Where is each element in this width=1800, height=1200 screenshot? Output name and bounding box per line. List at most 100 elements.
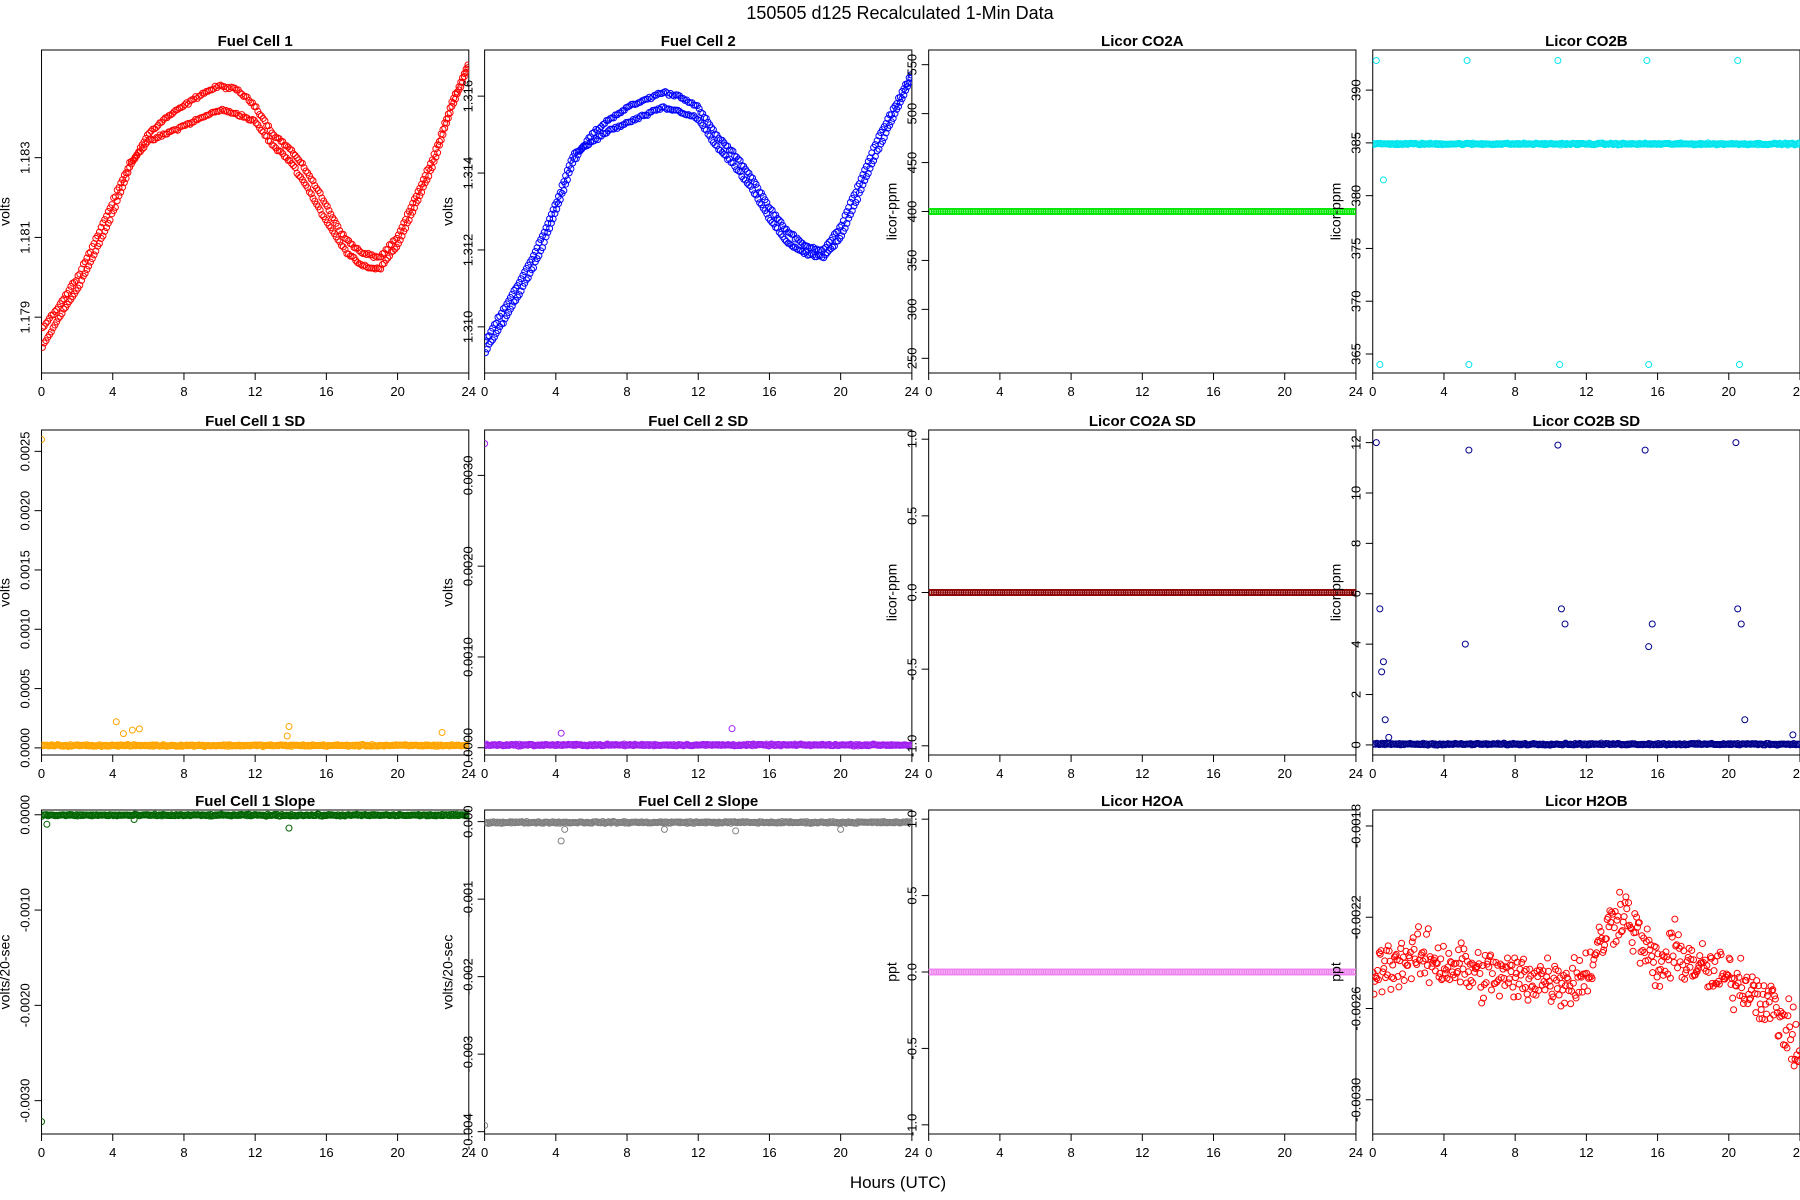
- data-point: [54, 314, 62, 322]
- data-point: [1568, 987, 1576, 995]
- data-point: [859, 181, 867, 189]
- data-point: [174, 105, 182, 113]
- x-tick-label: 12: [691, 766, 705, 781]
- data-point: [1512, 969, 1520, 977]
- data-point: [156, 131, 164, 139]
- x-tick-label: 12: [1135, 384, 1149, 399]
- data-point: [558, 181, 566, 189]
- data-point: [1522, 965, 1530, 973]
- data-point: [1520, 955, 1528, 963]
- data-point: [99, 219, 107, 227]
- data-point: [140, 144, 148, 152]
- data-point: [745, 169, 753, 177]
- data-point: [711, 141, 719, 149]
- data-point: [291, 152, 299, 160]
- data-point: [684, 111, 692, 119]
- data-point: [1409, 934, 1417, 942]
- data-point: [891, 110, 899, 118]
- x-tick-label: 20: [833, 766, 847, 781]
- data-point: [252, 103, 260, 111]
- y-tick-label: 0.0000: [18, 728, 33, 768]
- data-point: [1747, 994, 1755, 1002]
- y-tick-label: -0.0022: [1349, 895, 1364, 939]
- y-tick-label: 0.0015: [18, 550, 33, 590]
- data-point: [1751, 990, 1759, 998]
- data-point: [83, 265, 91, 273]
- data-point: [670, 92, 678, 100]
- data-point: [633, 100, 641, 108]
- data-point: [1523, 990, 1531, 998]
- data-point: [285, 723, 293, 731]
- data-point: [263, 132, 271, 140]
- data-point: [1547, 997, 1555, 1005]
- data-point: [1444, 963, 1452, 971]
- x-tick-label: 20: [390, 384, 404, 399]
- data-point: [1785, 995, 1793, 1003]
- plot-frame: [928, 429, 1357, 756]
- data-point: [528, 255, 536, 263]
- data-point: [1789, 1003, 1797, 1011]
- data-point: [462, 68, 469, 76]
- plot-frame: [1372, 49, 1800, 374]
- data-point: [1565, 987, 1573, 995]
- data-point: [1698, 940, 1706, 948]
- data-point: [816, 251, 824, 259]
- data-point: [716, 147, 724, 155]
- data-point: [1372, 990, 1378, 998]
- data-point: [435, 137, 443, 145]
- y-axis-label: licor-ppm: [1328, 564, 1344, 622]
- data-point: [309, 177, 317, 185]
- data-point: [733, 166, 741, 174]
- data-point: [430, 157, 438, 165]
- data-point: [1728, 974, 1736, 982]
- data-point: [1765, 998, 1773, 1006]
- data-point: [259, 114, 267, 122]
- data-point: [1792, 1020, 1800, 1028]
- x-tick-label: 16: [1650, 766, 1664, 781]
- data-point: [1488, 970, 1496, 978]
- data-point: [1544, 954, 1552, 962]
- data-point: [1425, 979, 1433, 987]
- data-point: [535, 252, 543, 260]
- y-tick-label: -0.002: [461, 958, 476, 995]
- y-tick-label: 1.0: [905, 810, 920, 828]
- data-point: [1755, 982, 1763, 990]
- data-point: [861, 177, 869, 185]
- data-point: [200, 89, 208, 97]
- data-point: [1648, 620, 1656, 628]
- data-point: [1754, 990, 1762, 998]
- panel-title: Fuel Cell 2 Slope: [638, 793, 758, 810]
- data-point: [747, 173, 755, 181]
- data-point: [1480, 981, 1488, 989]
- data-point: [1617, 900, 1625, 908]
- x-tick-label: 24: [1793, 384, 1800, 399]
- data-point: [766, 216, 774, 224]
- data-point: [610, 125, 618, 133]
- data-point: [1679, 961, 1687, 969]
- data-point: [106, 216, 114, 224]
- x-tick-label: 16: [319, 1145, 333, 1160]
- data-point: [1420, 948, 1428, 956]
- data-point: [1752, 1009, 1760, 1017]
- data-point: [904, 818, 912, 826]
- data-point: [1463, 57, 1471, 65]
- data-point: [756, 199, 764, 207]
- x-tick-label: 16: [762, 384, 776, 399]
- data-point: [147, 127, 155, 135]
- data-point: [928, 208, 933, 215]
- x-tick-label: 8: [1512, 1145, 1519, 1160]
- data-point: [786, 229, 794, 237]
- data-point: [268, 129, 276, 137]
- data-point: [135, 725, 143, 733]
- data-point: [1468, 959, 1476, 967]
- data-point: [1767, 982, 1775, 990]
- data-point: [83, 254, 91, 262]
- data-point: [1641, 949, 1649, 957]
- data-point: [441, 124, 449, 132]
- data-point: [549, 206, 557, 214]
- x-tick-label: 0: [481, 1145, 488, 1160]
- data-point: [900, 91, 908, 99]
- data-point: [1637, 948, 1645, 956]
- data-point: [412, 192, 420, 200]
- y-tick-label: 0: [1349, 741, 1364, 748]
